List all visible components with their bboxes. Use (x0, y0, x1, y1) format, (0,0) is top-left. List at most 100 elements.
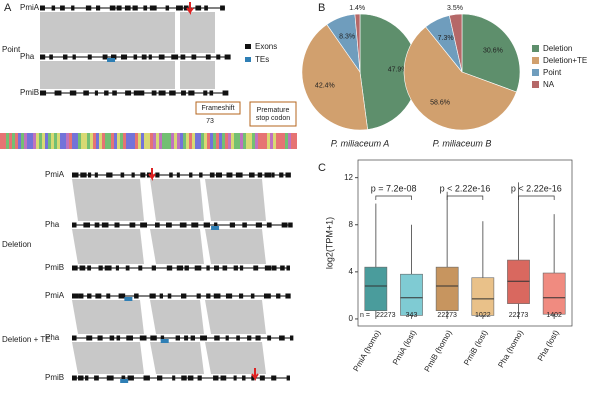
exon (87, 172, 92, 178)
exon (78, 375, 84, 381)
box (507, 259, 530, 304)
bracket (375, 195, 412, 200)
exon (175, 335, 180, 341)
group-label: Point (2, 45, 21, 54)
exon (281, 222, 288, 228)
x-tick-label: PmiA (lost) (391, 328, 418, 366)
callout-box (195, 101, 241, 115)
exon (85, 375, 89, 381)
exon (286, 375, 290, 381)
exon (236, 335, 240, 341)
exon (183, 5, 189, 11)
exon (125, 90, 132, 96)
exon (206, 265, 210, 271)
callout: Premature stop codon (256, 107, 290, 122)
pie-slice (301, 24, 368, 131)
exon (166, 265, 173, 271)
sequence-cell (273, 133, 276, 149)
exon (276, 293, 281, 299)
exon (158, 90, 166, 96)
exon (239, 265, 244, 271)
value-label: 30.6% (483, 47, 503, 54)
sequence-cell (270, 133, 273, 149)
exon (226, 172, 233, 178)
sequence-cell (75, 133, 78, 149)
exon (216, 54, 221, 60)
exon (83, 90, 89, 96)
exon (101, 222, 109, 228)
sequence-cell (0, 133, 3, 149)
legend-label: TEs (255, 55, 269, 64)
sequence-cell (51, 133, 54, 149)
exon (225, 335, 229, 341)
sequence-cell (162, 133, 165, 149)
exon (121, 375, 126, 381)
sequence-cell (255, 133, 258, 149)
legend-swatch (532, 45, 539, 52)
exon (235, 172, 243, 178)
sequence-cell (294, 133, 297, 149)
box (364, 266, 388, 311)
exon (54, 90, 62, 96)
exon (289, 335, 294, 341)
exon (214, 335, 220, 341)
sequence-cell (240, 133, 243, 149)
exon (205, 54, 211, 60)
sequence-cell (84, 133, 87, 149)
sequence-cell (168, 133, 171, 149)
exon (184, 335, 189, 341)
exon (203, 90, 208, 96)
exon (176, 265, 184, 271)
sequence-cell (171, 133, 174, 149)
exon (69, 90, 77, 96)
synteny-ribbon (40, 61, 175, 89)
synteny-ribbon (205, 229, 266, 264)
callout-box (249, 101, 297, 127)
y-tick-label: 4 (349, 267, 354, 276)
box (471, 277, 495, 316)
callout-line: Premature (257, 107, 290, 114)
sequence-cell (126, 133, 129, 149)
exon (214, 265, 219, 271)
sequence-cell (288, 133, 291, 149)
group-label: Deletion (2, 240, 31, 249)
exon (109, 5, 116, 11)
sequence-cell (114, 133, 117, 149)
bracket (518, 195, 555, 200)
legend-label: NA (543, 80, 555, 89)
exon (285, 293, 291, 299)
x-tick-label: Pha (homo) (496, 328, 525, 369)
exon (197, 375, 202, 381)
sequence-cell (63, 133, 66, 149)
arrow (251, 368, 259, 381)
count-label: 1402 (546, 312, 562, 319)
sequence-cell (33, 133, 36, 149)
callout-line: stop codon (256, 115, 290, 122)
sequence-cell (123, 133, 126, 149)
exon (255, 222, 262, 228)
sequence-cell (276, 133, 279, 149)
exon (143, 5, 148, 11)
exon (129, 222, 136, 228)
exon (259, 375, 265, 381)
sequence-cell (183, 133, 186, 149)
sequence-cell (180, 133, 183, 149)
exon (116, 5, 122, 11)
x-tick-label: Pha (lost) (536, 328, 561, 362)
exon (141, 54, 147, 60)
arrow (148, 168, 156, 181)
exon (40, 90, 47, 96)
box (400, 273, 423, 316)
exon (250, 293, 255, 299)
sequence-cell (279, 133, 282, 149)
legend-swatch (245, 44, 251, 49)
exon (106, 375, 114, 381)
exon (159, 293, 164, 299)
exon (133, 90, 141, 96)
sequence-cell (99, 133, 102, 149)
sequence-cell (243, 133, 246, 149)
exon (109, 335, 115, 341)
sequence-cell (129, 133, 132, 149)
x-tick-label: PmiB (homo) (423, 328, 454, 373)
legend-swatch (245, 57, 251, 62)
